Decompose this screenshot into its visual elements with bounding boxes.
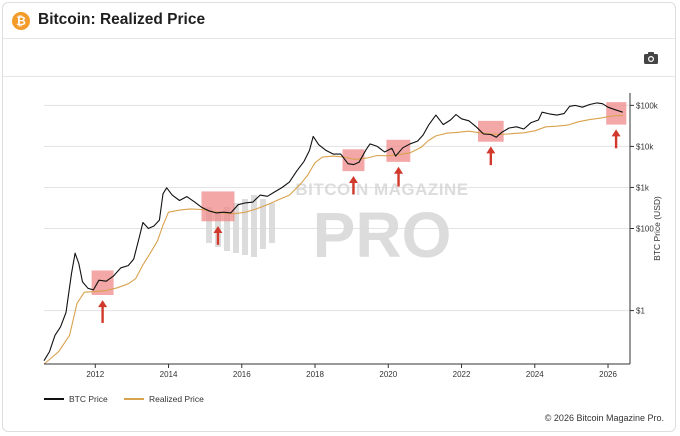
legend-label-realized: Realized Price xyxy=(149,394,204,404)
y-tick-label: $100 xyxy=(636,225,654,234)
x-tick-label: 2020 xyxy=(379,370,397,379)
highlight-box xyxy=(606,102,627,125)
x-tick-label: 2022 xyxy=(453,370,471,379)
x-tick-label: 2016 xyxy=(233,370,251,379)
x-tick-label: 2026 xyxy=(599,370,617,379)
watermark-line2: PRO xyxy=(313,199,452,271)
watermark-line1: BITCOIN MAGAZINE xyxy=(295,180,468,199)
bitcoin-icon: ₿ xyxy=(12,12,30,30)
watermark: BITCOIN MAGAZINE PRO xyxy=(206,180,468,271)
up-arrow-icon xyxy=(394,166,404,187)
series-lines xyxy=(43,102,623,365)
highlight-box xyxy=(386,139,411,162)
legend-swatch-btc xyxy=(44,398,64,400)
x-tick-label: 2012 xyxy=(86,370,104,379)
y-axis-title: BTC Price (USD) xyxy=(652,196,662,261)
highlight-box xyxy=(478,120,504,142)
legend-item-btc-price[interactable]: BTC Price xyxy=(44,394,108,404)
chart-header: ₿ Bitcoin: Realized Price xyxy=(3,3,675,39)
legend-swatch-realized xyxy=(124,398,144,400)
axes: BTC Price (USD) $1 $100 $1k $10k $100k 2012 20… xyxy=(44,93,662,379)
y-tick-label: $100k xyxy=(636,101,659,110)
highlight-box xyxy=(91,270,114,295)
legend-label-btc: BTC Price xyxy=(69,394,108,404)
up-arrow-icon xyxy=(611,129,621,149)
up-arrow-icon xyxy=(213,226,223,245)
x-tick-label: 2014 xyxy=(160,370,178,379)
y-tick-label: $10k xyxy=(636,142,654,151)
y-tick-label: $1k xyxy=(636,183,650,192)
btc-price-line xyxy=(43,102,623,361)
x-tick-label: 2024 xyxy=(526,370,544,379)
up-arrow-icon xyxy=(98,300,108,323)
highlight-box xyxy=(342,149,365,172)
legend-item-realized-price[interactable]: Realized Price xyxy=(124,394,204,404)
copyright-text: © 2026 Bitcoin Magazine Pro. xyxy=(544,413,664,423)
highlight-boxes xyxy=(91,102,627,295)
highlight-box xyxy=(201,191,235,222)
chart-toolbar xyxy=(3,39,675,77)
y-tick-label: $1 xyxy=(636,307,645,316)
annotation-arrows xyxy=(98,129,621,323)
realized-price-line xyxy=(43,114,623,365)
up-arrow-icon xyxy=(348,176,358,195)
x-tick-label: 2018 xyxy=(306,370,324,379)
chart-card: ₿ Bitcoin: Realized Price xyxy=(2,2,676,432)
up-arrow-icon xyxy=(486,146,496,166)
camera-icon[interactable] xyxy=(643,50,659,66)
page-title: Bitcoin: Realized Price xyxy=(38,11,206,28)
